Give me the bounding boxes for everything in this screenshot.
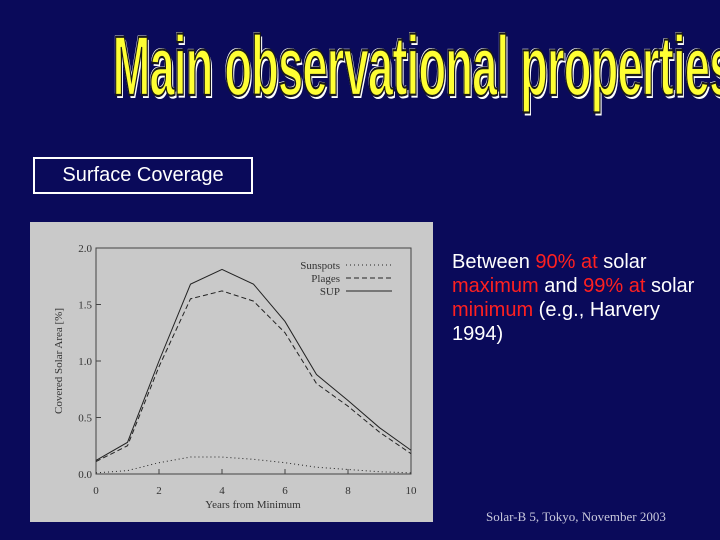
body-text: Between 90% at solar maximum and 99% at … — [452, 250, 702, 346]
y-tick-label: 1.5 — [78, 300, 92, 312]
x-tick-label: 6 — [282, 485, 288, 497]
text-segment: Between — [452, 251, 536, 273]
legend-label: Plages — [311, 273, 340, 285]
chart-background — [30, 222, 433, 522]
text-segment: 99% at — [583, 275, 646, 297]
text-segment: and — [538, 275, 584, 297]
text-segment: maximum — [452, 275, 539, 297]
footer: Solar-B 5, Tokyo, November 2003 — [486, 509, 666, 524]
text-segment: (e.g., Harvery 1994) — [452, 299, 660, 345]
text-segment: 90% at — [535, 251, 598, 273]
x-tick-label: 2 — [156, 485, 162, 497]
x-tick-label: 0 — [93, 485, 99, 497]
y-tick-label: 0.5 — [78, 413, 92, 425]
y-axis-label: Covered Solar Area [%] — [53, 308, 65, 414]
series-line — [95, 456, 412, 474]
legend-label: SUP — [320, 286, 340, 298]
x-axis-label: Years from Minimum — [205, 499, 301, 511]
x-tick-label: 4 — [219, 485, 225, 497]
series-line — [95, 290, 412, 463]
text-segment: minimum — [452, 299, 534, 321]
y-tick-label: 0.0 — [78, 469, 92, 481]
legend-label: Sunspots — [300, 260, 340, 272]
y-tick-label: 1.0 — [78, 356, 92, 368]
title: Main observational properties — [112, 18, 720, 114]
text-segment: solar — [645, 275, 695, 297]
section-label: Surface Coverage — [33, 157, 253, 194]
x-tick-label: 10 — [406, 485, 418, 497]
series-line — [95, 268, 412, 461]
y-tick-label: 2.0 — [78, 243, 92, 255]
text-segment: solar — [597, 251, 647, 273]
x-tick-label: 8 — [345, 485, 351, 497]
